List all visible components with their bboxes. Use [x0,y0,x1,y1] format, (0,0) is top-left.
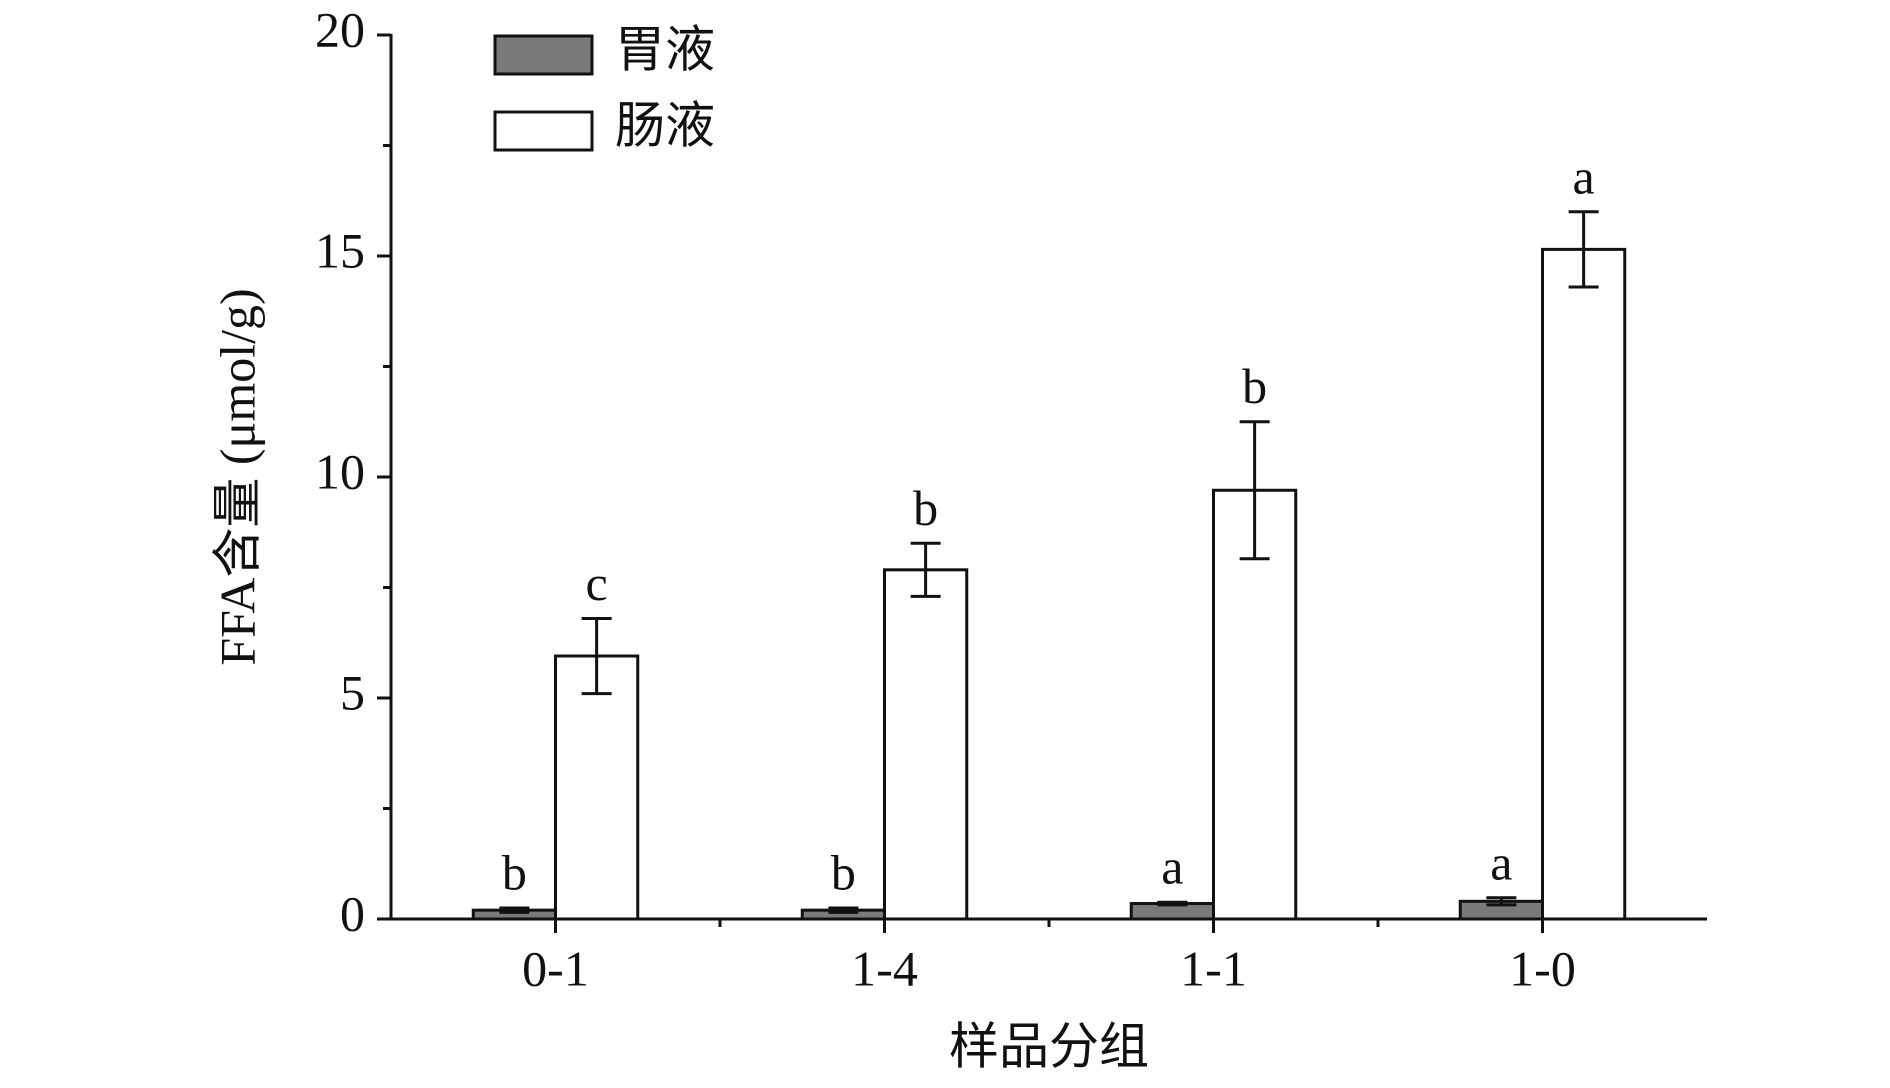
significance-letter: a [1161,839,1183,895]
bar [883,568,969,921]
y-tick-label: 0 [340,885,365,941]
significance-letter: a [1573,148,1595,204]
error-bar [828,906,859,914]
y-tick-label: 15 [315,222,365,278]
error-bar [1157,900,1188,907]
error-bar [581,616,612,696]
significance-letter: b [1242,358,1267,414]
error-bar [1486,896,1517,907]
significance-letter: b [831,844,856,900]
error-bar [499,906,530,914]
significance-letter: b [502,844,527,900]
x-tick-label: 1-4 [851,940,918,996]
x-tick-label: 1-0 [1509,940,1576,996]
bar [554,654,640,921]
legend-swatch [493,34,594,76]
x-axis-label: 样品分组 [949,1018,1149,1074]
x-tick-label: 0-1 [522,940,589,996]
y-axis-label: FFA含量 (μmol/g) [209,288,265,665]
significance-letter: c [586,555,608,611]
significance-letter: a [1490,834,1512,890]
error-bar [1568,210,1599,289]
legend-label: 肠液 [615,97,715,153]
bar [1212,488,1298,921]
y-tick-label: 10 [315,443,365,499]
significance-letter: b [913,480,938,536]
legend-swatch [493,110,594,152]
bar [1541,247,1627,921]
y-tick-label: 5 [340,664,365,720]
legend-label: 胃液 [615,21,715,77]
error-bar [1239,420,1270,561]
x-tick-label: 1-1 [1180,940,1247,996]
error-bar [910,541,941,598]
y-tick-label: 20 [315,1,365,57]
